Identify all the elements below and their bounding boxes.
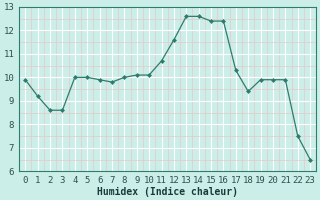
X-axis label: Humidex (Indice chaleur): Humidex (Indice chaleur)	[97, 186, 238, 197]
